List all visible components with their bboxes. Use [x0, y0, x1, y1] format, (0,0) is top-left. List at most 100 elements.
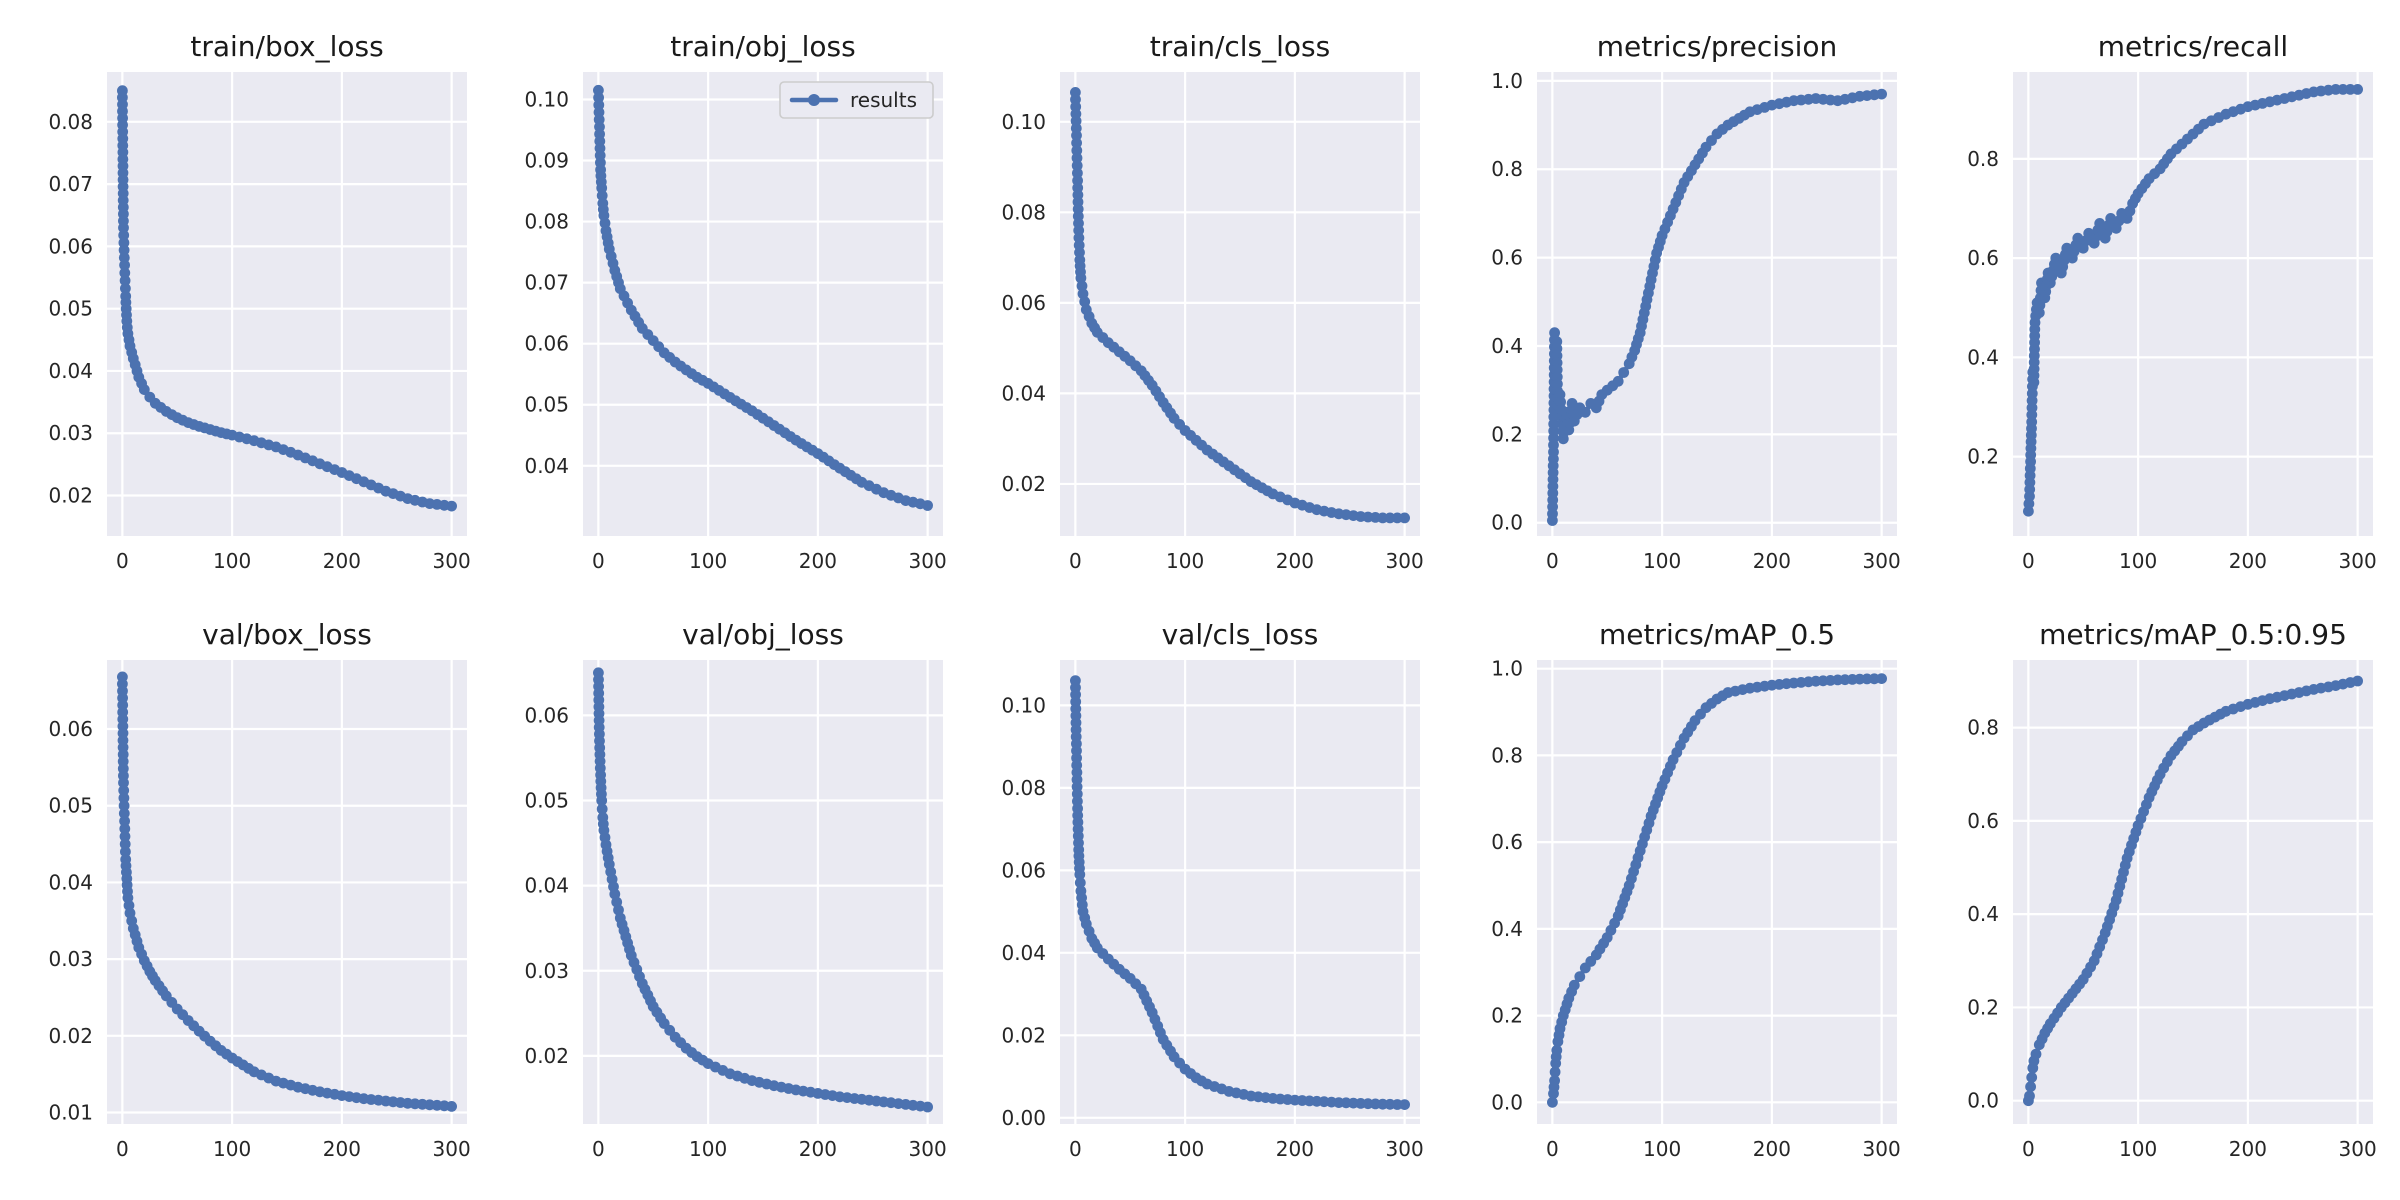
x-tick-label: 200	[1753, 1137, 1791, 1161]
y-tick-label: 0.06	[1001, 291, 1046, 315]
y-tick-label: 0.05	[48, 297, 93, 321]
x-tick-label: 300	[2339, 1137, 2377, 1161]
subplot-title: metrics/precision	[1597, 30, 1838, 63]
plot-area	[2013, 660, 2373, 1124]
x-tick-label: 200	[2229, 1137, 2267, 1161]
x-tick-label: 0	[1069, 1137, 1082, 1161]
data-point	[1618, 367, 1630, 378]
data-point	[2026, 1072, 2038, 1083]
data-point	[1876, 88, 1887, 100]
x-tick-label: 100	[2119, 1137, 2157, 1161]
data-point	[1579, 406, 1591, 418]
data-point	[596, 795, 608, 806]
data-point	[118, 785, 130, 796]
data-point	[118, 222, 129, 234]
subplot-title: train/box_loss	[190, 30, 383, 63]
data-point	[120, 283, 131, 294]
data-point	[120, 846, 131, 858]
plot-area	[2013, 72, 2373, 536]
data-point	[118, 777, 129, 789]
y-tick-label: 0.05	[524, 393, 569, 417]
y-tick-label: 0.6	[1491, 246, 1523, 270]
x-tick-label: 100	[689, 1137, 727, 1161]
y-tick-label: 0.04	[524, 454, 569, 478]
y-tick-label: 0.6	[1491, 830, 1523, 854]
subplot-title: val/cls_loss	[1162, 618, 1319, 651]
data-point	[1547, 1096, 1558, 1108]
x-tick-label: 0	[1546, 549, 1559, 573]
plot-area	[1060, 660, 1420, 1124]
x-tick-label: 300	[433, 1137, 471, 1161]
data-point	[1551, 1044, 1563, 1056]
y-tick-label: 0.04	[48, 359, 93, 383]
x-tick-label: 0	[116, 549, 129, 573]
y-tick-label: 0.4	[1491, 334, 1523, 358]
plot-area	[583, 660, 943, 1124]
y-tick-label: 1.0	[1491, 69, 1523, 93]
x-tick-label: 300	[1386, 549, 1424, 573]
y-tick-label: 0.6	[1967, 246, 1999, 270]
x-tick-label: 100	[213, 549, 251, 573]
subplot-6: 0 100 200 300 0.01 0.02 0.03 0.04 0.05 0.06 val/bo…	[48, 618, 470, 1161]
x-tick-label: 200	[799, 1137, 837, 1161]
y-tick-label: 0.04	[524, 874, 569, 898]
y-tick-label: 0.8	[1491, 743, 1523, 767]
x-tick-label: 100	[213, 1137, 251, 1161]
data-point	[1071, 145, 1083, 156]
subplot-9: 0 100 200 300 0.0 0.2 0.4 0.6 0.8 1.0 metrics/mAP_…	[1491, 618, 1901, 1161]
data-point	[118, 229, 130, 241]
data-point	[596, 190, 608, 202]
y-tick-label: 0.02	[1001, 472, 1046, 496]
data-point	[1071, 160, 1083, 172]
y-tick-label: 0.4	[1967, 902, 1999, 926]
subplot-3: 0 100 200 300 0.02 0.04 0.06 0.08 0.10 train/cls_…	[1001, 30, 1423, 573]
data-point	[1071, 137, 1082, 149]
y-tick-label: 0.03	[48, 421, 93, 445]
data-point	[2025, 1081, 2036, 1093]
y-tick-label: 0.08	[1001, 200, 1046, 224]
data-point	[118, 800, 130, 812]
y-tick-label: 0.6	[1967, 809, 1999, 833]
x-tick-label: 0	[592, 1137, 605, 1161]
y-tick-label: 0.10	[1001, 693, 1046, 717]
x-tick-label: 0	[1546, 1137, 1559, 1161]
x-tick-label: 200	[1276, 549, 1314, 573]
x-tick-label: 100	[2119, 549, 2157, 573]
y-tick-label: 0.0	[1491, 1090, 1523, 1114]
data-point	[1074, 877, 1086, 889]
x-tick-label: 0	[592, 549, 605, 573]
x-tick-label: 100	[1166, 1137, 1204, 1161]
x-tick-label: 300	[2339, 549, 2377, 573]
y-tick-label: 0.2	[1967, 995, 1999, 1019]
y-tick-label: 0.8	[1967, 147, 1999, 171]
data-point	[138, 384, 150, 395]
y-tick-label: 0.10	[1001, 110, 1046, 134]
data-point	[2352, 675, 2364, 687]
y-tick-label: 0.08	[48, 110, 93, 134]
data-point	[1574, 971, 1586, 982]
legend-dot-marker	[808, 94, 820, 106]
x-tick-label: 100	[689, 549, 727, 573]
legend-box	[779, 81, 934, 119]
data-point	[119, 831, 131, 842]
data-point	[1612, 375, 1624, 387]
subplot-1: 0 100 200 300 0.02 0.03 0.04 0.05 0.06 0.07 0.08 tr…	[48, 30, 470, 573]
x-tick-label: 200	[2229, 549, 2267, 573]
y-tick-label: 0.05	[524, 788, 569, 812]
y-tick-label: 0.04	[1001, 941, 1046, 965]
data-point	[1876, 673, 1887, 684]
y-tick-label: 0.08	[524, 210, 569, 234]
plot-area	[583, 72, 943, 536]
plot-area	[107, 660, 467, 1124]
y-tick-label: 0.4	[1967, 345, 1999, 369]
x-tick-label: 200	[799, 549, 837, 573]
data-point	[1074, 869, 1086, 880]
x-tick-label: 200	[323, 1137, 361, 1161]
y-tick-label: 0.06	[524, 703, 569, 727]
data-point	[446, 500, 457, 512]
y-tick-label: 0.04	[48, 870, 93, 894]
subplot-title: metrics/mAP_0.5	[1599, 618, 1835, 651]
subplot-title: val/box_loss	[202, 618, 372, 651]
data-point	[118, 792, 130, 804]
